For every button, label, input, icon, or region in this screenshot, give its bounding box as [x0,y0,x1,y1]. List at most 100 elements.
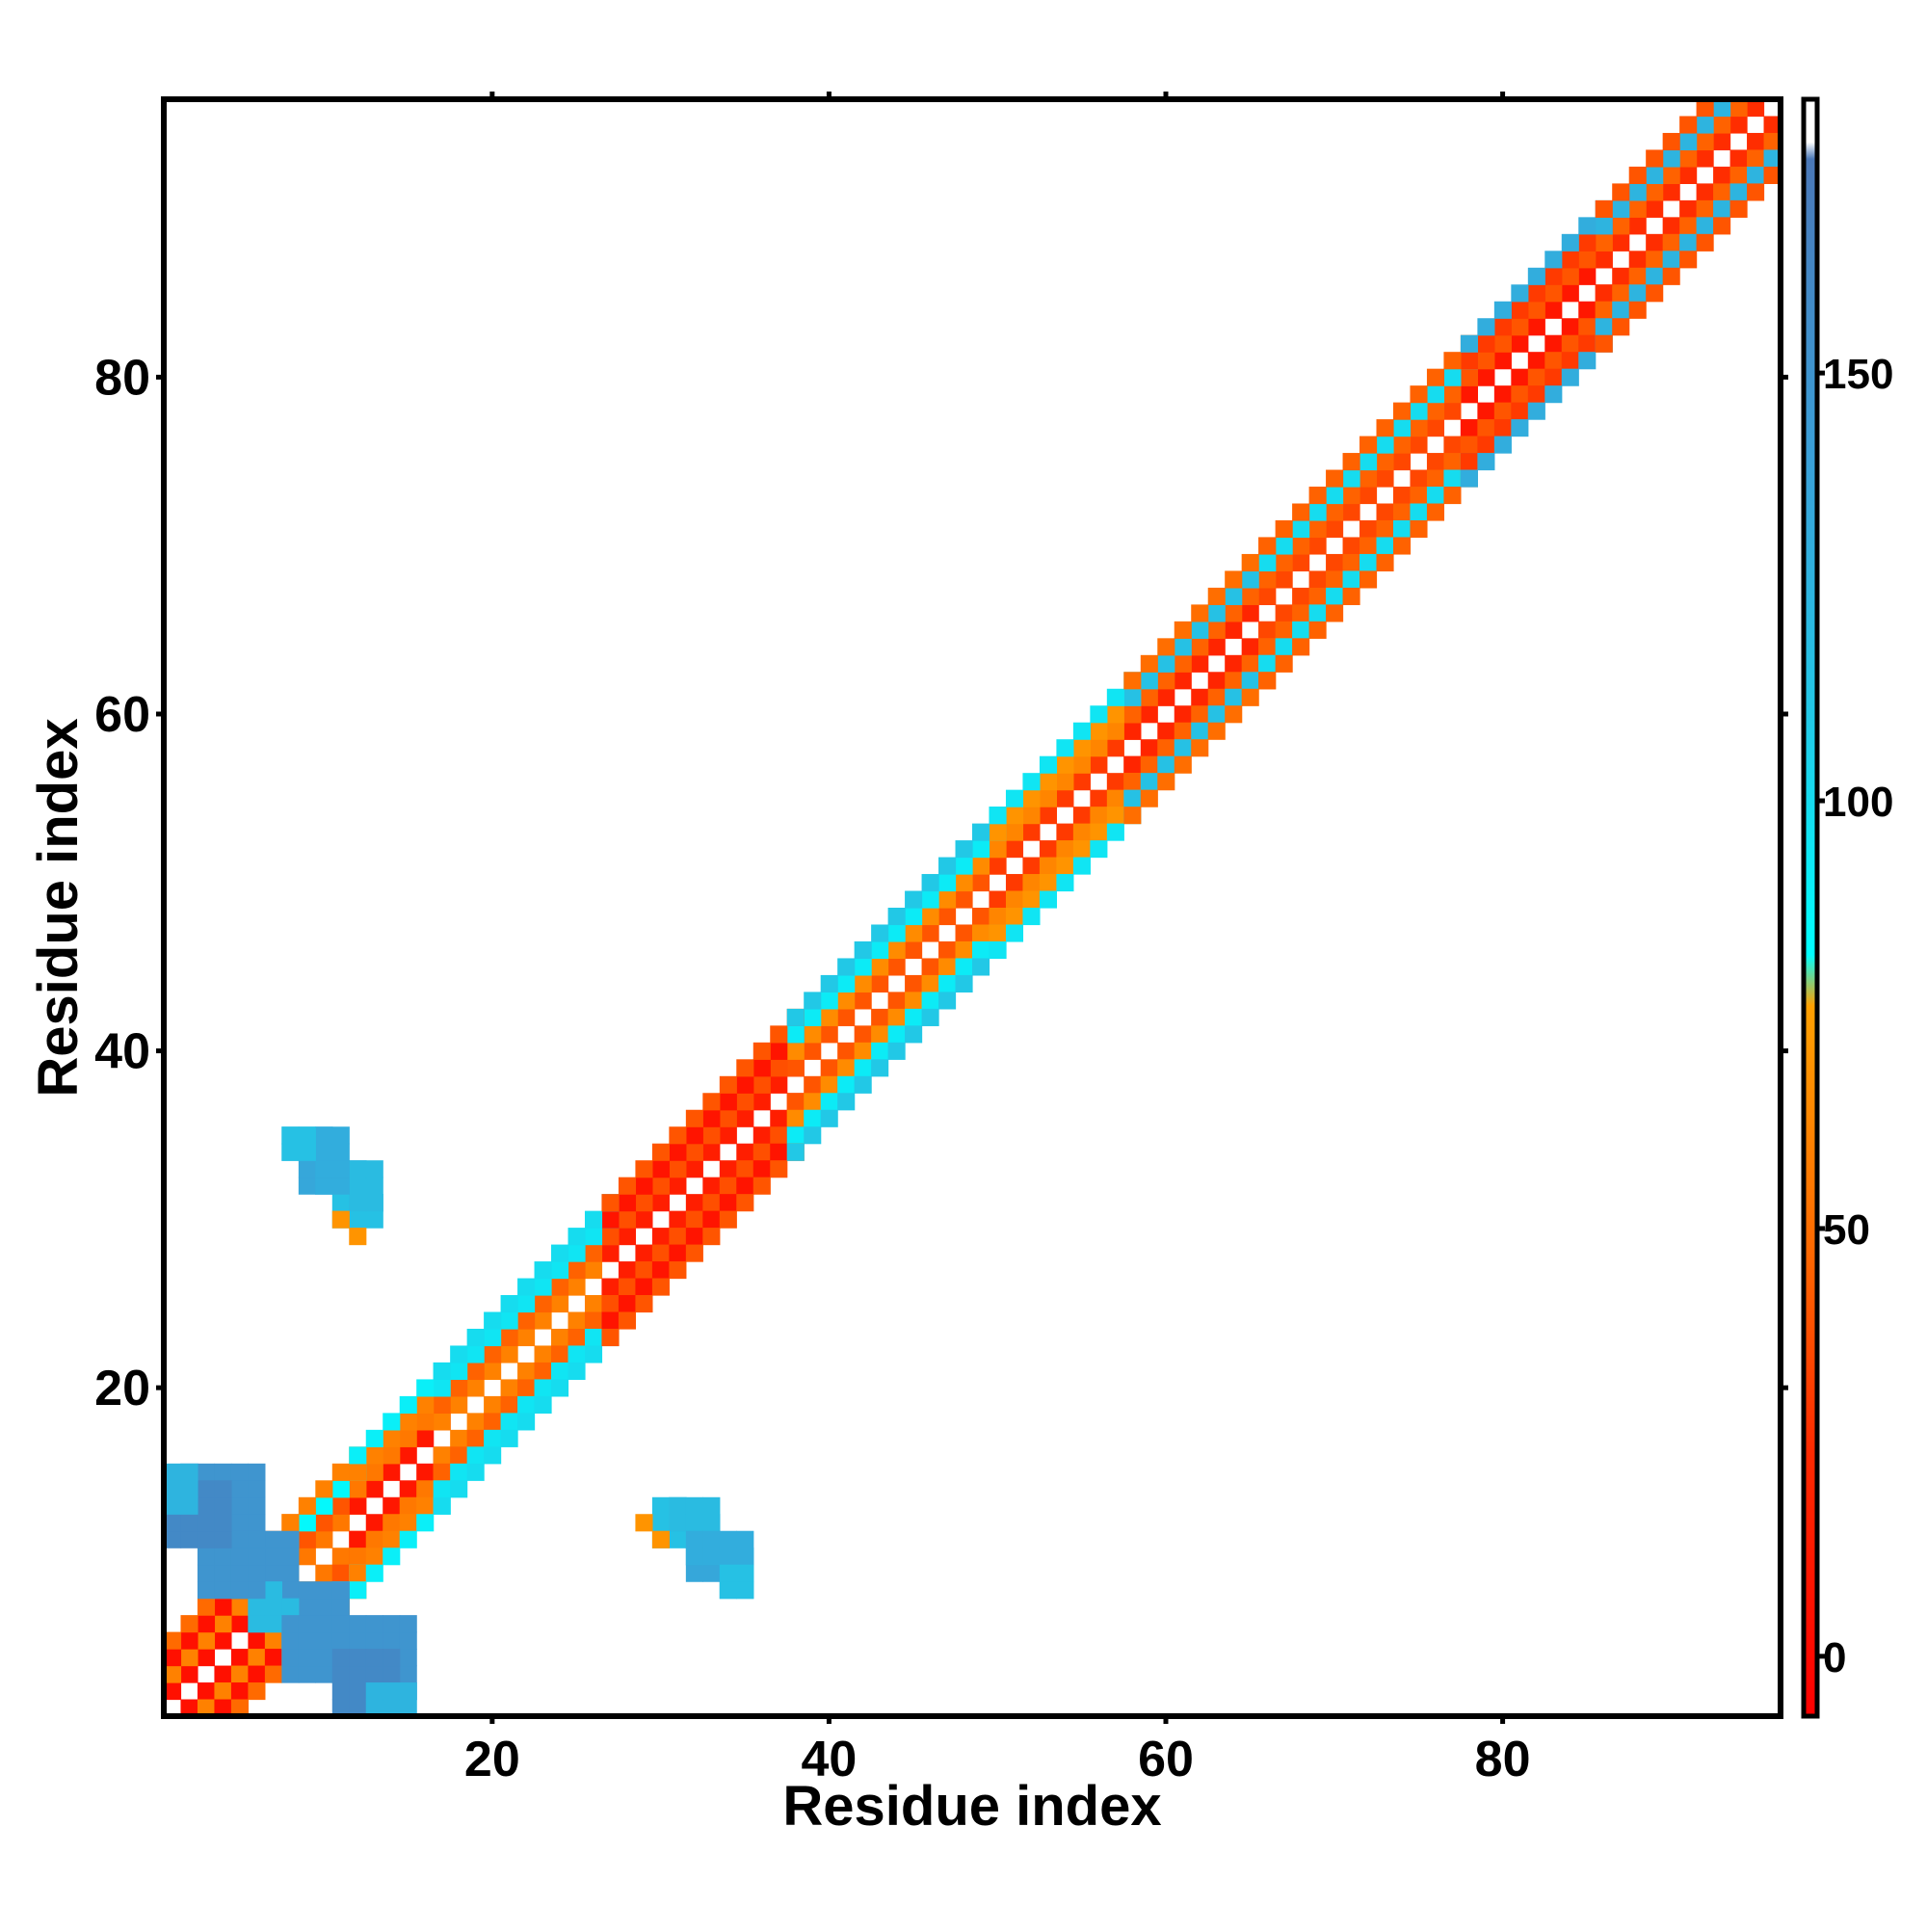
heatmap-cell [248,1682,266,1701]
heatmap-cell [248,1581,266,1600]
heatmap-cell [1106,722,1124,740]
heatmap-cell [315,1514,333,1532]
heatmap-cell [1713,132,1731,151]
heatmap-cell [1123,773,1142,791]
heatmap-cell [1258,621,1277,639]
heatmap-cell [1022,823,1041,841]
heatmap-cell [1191,722,1209,740]
heatmap-cell [685,1194,703,1212]
heatmap-cell [635,1210,653,1229]
heatmap-cell [248,1530,266,1548]
heatmap-cell [1646,166,1664,184]
heatmap-cell [1544,301,1563,319]
heatmap-cell [180,1665,198,1683]
heatmap-cell [854,1025,872,1044]
heatmap-cell [433,1480,451,1498]
heatmap-cell [770,1075,788,1094]
heatmap-cell [921,924,939,942]
heatmap-cell [281,1665,300,1683]
heatmap-cell [365,1480,383,1498]
heatmap-cell [1376,436,1394,454]
heatmap-cell [1039,857,1057,875]
heatmap-cell [1207,621,1226,639]
heatmap-cell [1662,149,1680,168]
heatmap-cell [1493,301,1512,319]
heatmap-cell [669,1514,687,1532]
heatmap-cell [584,1345,603,1363]
heatmap-cell [298,1530,316,1548]
heatmap-cell [887,924,906,942]
heatmap-cell [719,1564,737,1582]
heatmap-cell [1595,217,1613,235]
heatmap-cell [938,857,957,875]
heatmap-cell [1359,487,1378,505]
heatmap-cell [1005,924,1024,942]
heatmap-cell [349,1177,367,1195]
x-tick-label: 80 [1475,1732,1531,1787]
heatmap-cell [365,1548,383,1566]
heatmap-cell [601,1228,620,1246]
heatmap-cell [331,1649,350,1667]
heatmap-cell [399,1530,417,1548]
heatmap-cell [669,1160,687,1178]
heatmap-cell [416,1379,435,1397]
heatmap-cell [331,1598,350,1616]
heatmap-cell [1747,166,1765,184]
heatmap-cell [887,1042,906,1060]
heatmap-cell [1140,654,1158,673]
heatmap-cell [466,1362,485,1381]
heatmap-cell [685,1514,703,1532]
heatmap-cell [248,1496,266,1515]
heatmap-cell [871,974,889,992]
heatmap-cell [365,1429,383,1447]
heatmap-cell [1460,453,1478,471]
heatmap-cell [736,1194,754,1212]
heatmap-cell [1646,251,1664,269]
heatmap-cell [1292,503,1310,521]
heatmap-cell [164,1480,182,1498]
heatmap-cell [1578,352,1597,370]
heatmap-cell [938,890,957,909]
heatmap-cell [1241,553,1259,572]
heatmap-cell [230,1463,249,1481]
heatmap-cell [1426,469,1445,488]
heatmap-cell [584,1295,603,1313]
heatmap-cell [837,974,856,992]
heatmap-cell [955,857,973,875]
heatmap-cell [315,1496,333,1515]
heatmap-cell [1241,570,1259,589]
heatmap-cell [1646,267,1664,285]
heatmap-cell [1477,318,1495,336]
heatmap-cell [1612,318,1630,336]
heatmap-cell [1612,217,1630,235]
heatmap-cell [197,1463,216,1481]
heatmap-cell [887,1025,906,1044]
heatmap-cell [601,1328,620,1347]
heatmap-cell [331,1177,350,1195]
heatmap-cell [736,1109,754,1127]
heatmap-cell [1443,352,1462,370]
heatmap-cell [938,958,957,976]
heatmap-cell [349,1463,367,1481]
heatmap-cell [905,940,923,960]
heatmap-cell [1191,688,1209,706]
heatmap-cell [349,1228,367,1246]
heatmap-cell [230,1649,249,1667]
heatmap-cell [1072,773,1091,791]
heatmap-cell [1662,166,1680,184]
heatmap-cell [719,1160,737,1178]
heatmap-cell [972,924,990,942]
heatmap-cell [1376,503,1394,521]
heatmap-cell [365,1682,383,1701]
heatmap-cell [1662,217,1680,235]
heatmap-cell [399,1480,417,1498]
heatmap-cell [921,874,939,892]
heatmap-cell [685,1228,703,1246]
heatmap-cell [1763,132,1781,151]
heatmap-cell [1376,553,1394,572]
heatmap-cell [905,1025,923,1044]
heatmap-cell [1493,352,1512,370]
heatmap-cell [854,992,872,1010]
heatmap-cell [349,1682,367,1701]
